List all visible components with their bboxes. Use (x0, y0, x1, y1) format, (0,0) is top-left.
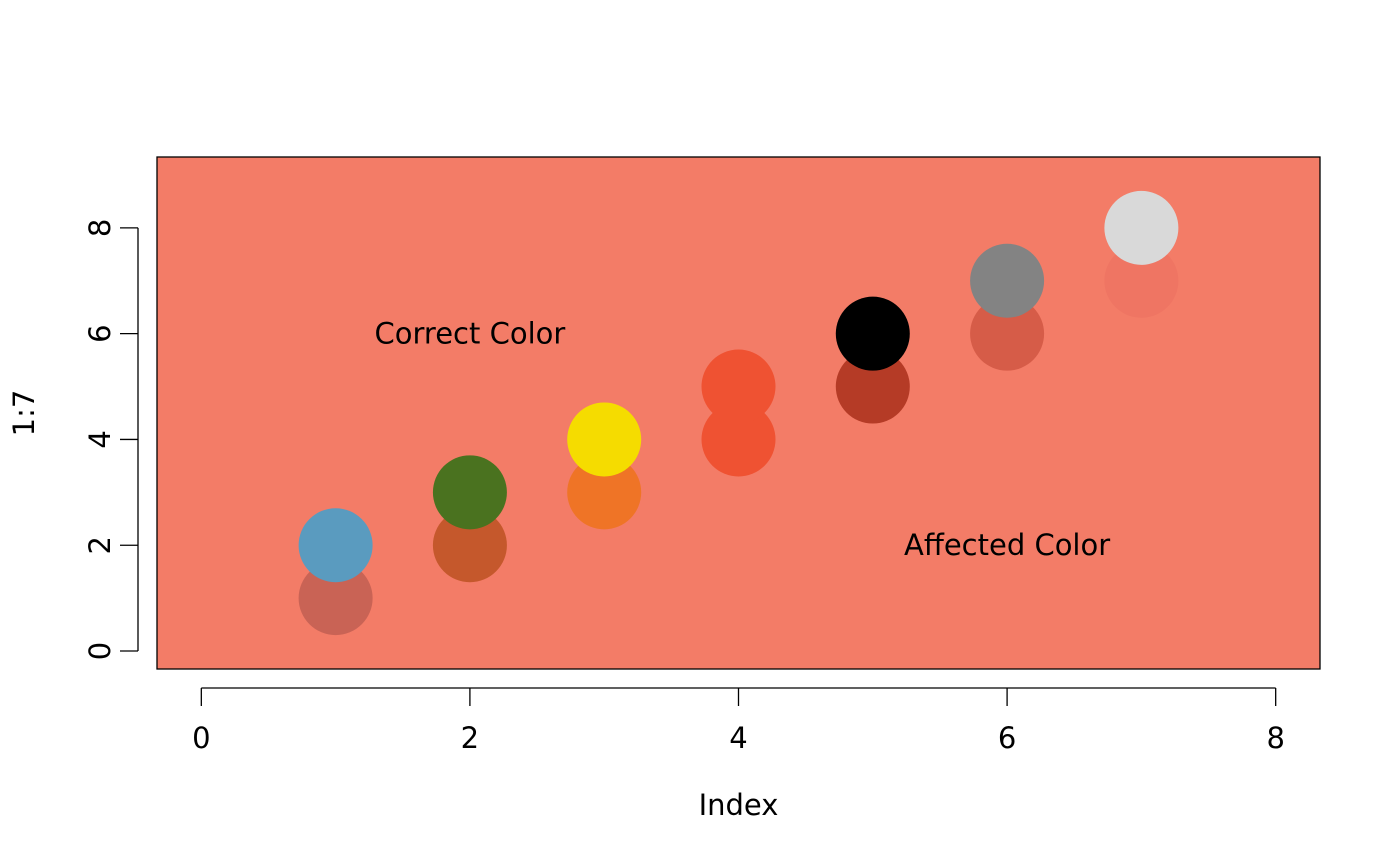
point-affected-1 (298, 561, 373, 636)
x-tick-label: 2 (461, 721, 479, 755)
point-affected-6 (970, 296, 1045, 371)
point-correct-4 (701, 349, 776, 424)
y-axis: 0 2 4 6 8 (83, 219, 139, 660)
y-tick-label: 6 (83, 324, 117, 342)
x-axis: 0 2 4 6 8 (192, 687, 1285, 755)
x-tick-label: 0 (192, 721, 210, 755)
x-tick-label: 8 (1266, 721, 1284, 755)
y-axis-label: 1:7 (7, 390, 41, 437)
annotation-2: Affected Color (904, 528, 1110, 562)
y-tick-label: 2 (83, 536, 117, 554)
point-correct-1 (298, 508, 373, 583)
y-tick-label: 0 (83, 642, 117, 660)
point-correct-7 (1104, 190, 1179, 265)
x-tick-label: 6 (998, 721, 1016, 755)
point-correct-2 (432, 455, 507, 530)
point-correct-5 (835, 296, 910, 371)
points-layer (298, 190, 1179, 636)
y-tick-label: 4 (83, 430, 117, 448)
x-axis-label: Index (699, 788, 779, 822)
x-tick-label: 4 (729, 721, 747, 755)
annotation-1: Correct Color (375, 317, 566, 351)
point-affected-7 (1104, 243, 1179, 318)
y-tick-label: 8 (83, 219, 117, 237)
plot-frame (156, 156, 1321, 670)
point-affected-3 (567, 455, 642, 530)
point-correct-6 (970, 243, 1045, 318)
point-correct-3 (567, 402, 642, 477)
annotations-layer: Correct Color Affected Color (375, 317, 1111, 563)
point-affected-2 (432, 508, 507, 583)
point-affected-5 (835, 349, 910, 424)
point-affected-4 (701, 402, 776, 477)
